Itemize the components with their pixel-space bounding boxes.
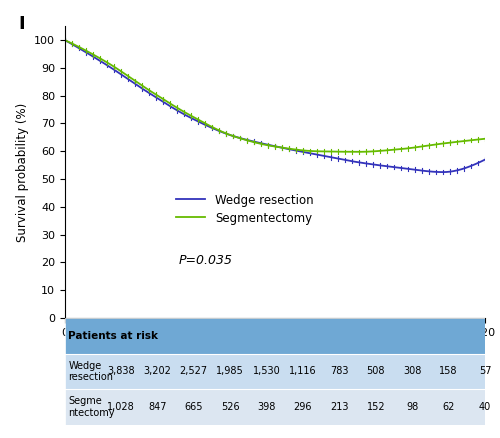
- Segmentectomy: [482, 136, 488, 141]
- Text: 783: 783: [330, 367, 348, 376]
- FancyBboxPatch shape: [65, 318, 485, 353]
- FancyBboxPatch shape: [65, 353, 485, 389]
- Text: 1,985: 1,985: [216, 367, 244, 376]
- Line: Segmentectomy: Segmentectomy: [65, 40, 485, 152]
- Text: 1,028: 1,028: [107, 402, 135, 412]
- Wedge resection: [170, 105, 176, 110]
- Segmentectomy: [170, 102, 176, 108]
- FancyBboxPatch shape: [65, 389, 485, 425]
- Wedge resection: [440, 170, 446, 175]
- Text: 152: 152: [366, 402, 385, 412]
- Text: 1,530: 1,530: [252, 367, 280, 376]
- Segmentectomy: [62, 38, 68, 43]
- Text: 526: 526: [221, 402, 240, 412]
- Text: 98: 98: [406, 402, 418, 412]
- Text: 847: 847: [148, 402, 167, 412]
- Text: 62: 62: [442, 402, 455, 412]
- Segmentectomy: [136, 81, 142, 86]
- Text: 3,202: 3,202: [144, 367, 172, 376]
- Text: 40: 40: [479, 402, 491, 412]
- Text: P=0.035: P=0.035: [178, 254, 233, 267]
- X-axis label: Survival time (months): Survival time (months): [207, 343, 343, 356]
- Line: Wedge resection: Wedge resection: [65, 40, 485, 172]
- Wedge resection: [252, 139, 258, 145]
- Segmentectomy: [379, 148, 385, 153]
- Text: 57: 57: [479, 367, 491, 376]
- Legend: Wedge resection, Segmentectomy: Wedge resection, Segmentectomy: [176, 194, 314, 225]
- Text: 398: 398: [258, 402, 276, 412]
- Segmentectomy: [342, 149, 348, 154]
- Segmentectomy: [310, 148, 316, 154]
- Wedge resection: [310, 151, 316, 156]
- Text: Segme
ntectomy: Segme ntectomy: [68, 396, 115, 418]
- Text: 508: 508: [366, 367, 385, 376]
- Text: 1,116: 1,116: [289, 367, 317, 376]
- Text: 665: 665: [184, 402, 203, 412]
- Wedge resection: [342, 157, 348, 162]
- Text: Wedge
resection: Wedge resection: [68, 360, 114, 382]
- Wedge resection: [378, 163, 384, 168]
- Text: 3,838: 3,838: [107, 367, 135, 376]
- Segmentectomy: [252, 140, 258, 145]
- Segmentectomy: [356, 149, 362, 155]
- Text: 308: 308: [403, 367, 421, 376]
- Text: 213: 213: [330, 402, 348, 412]
- Text: I: I: [19, 14, 26, 32]
- Text: Patients at risk: Patients at risk: [68, 331, 158, 341]
- Wedge resection: [62, 38, 68, 43]
- Text: 158: 158: [440, 367, 458, 376]
- Text: 2,527: 2,527: [180, 367, 208, 376]
- Y-axis label: Survival probability (%): Survival probability (%): [16, 102, 28, 242]
- Wedge resection: [482, 157, 488, 162]
- Wedge resection: [136, 84, 142, 89]
- Text: 296: 296: [294, 402, 312, 412]
